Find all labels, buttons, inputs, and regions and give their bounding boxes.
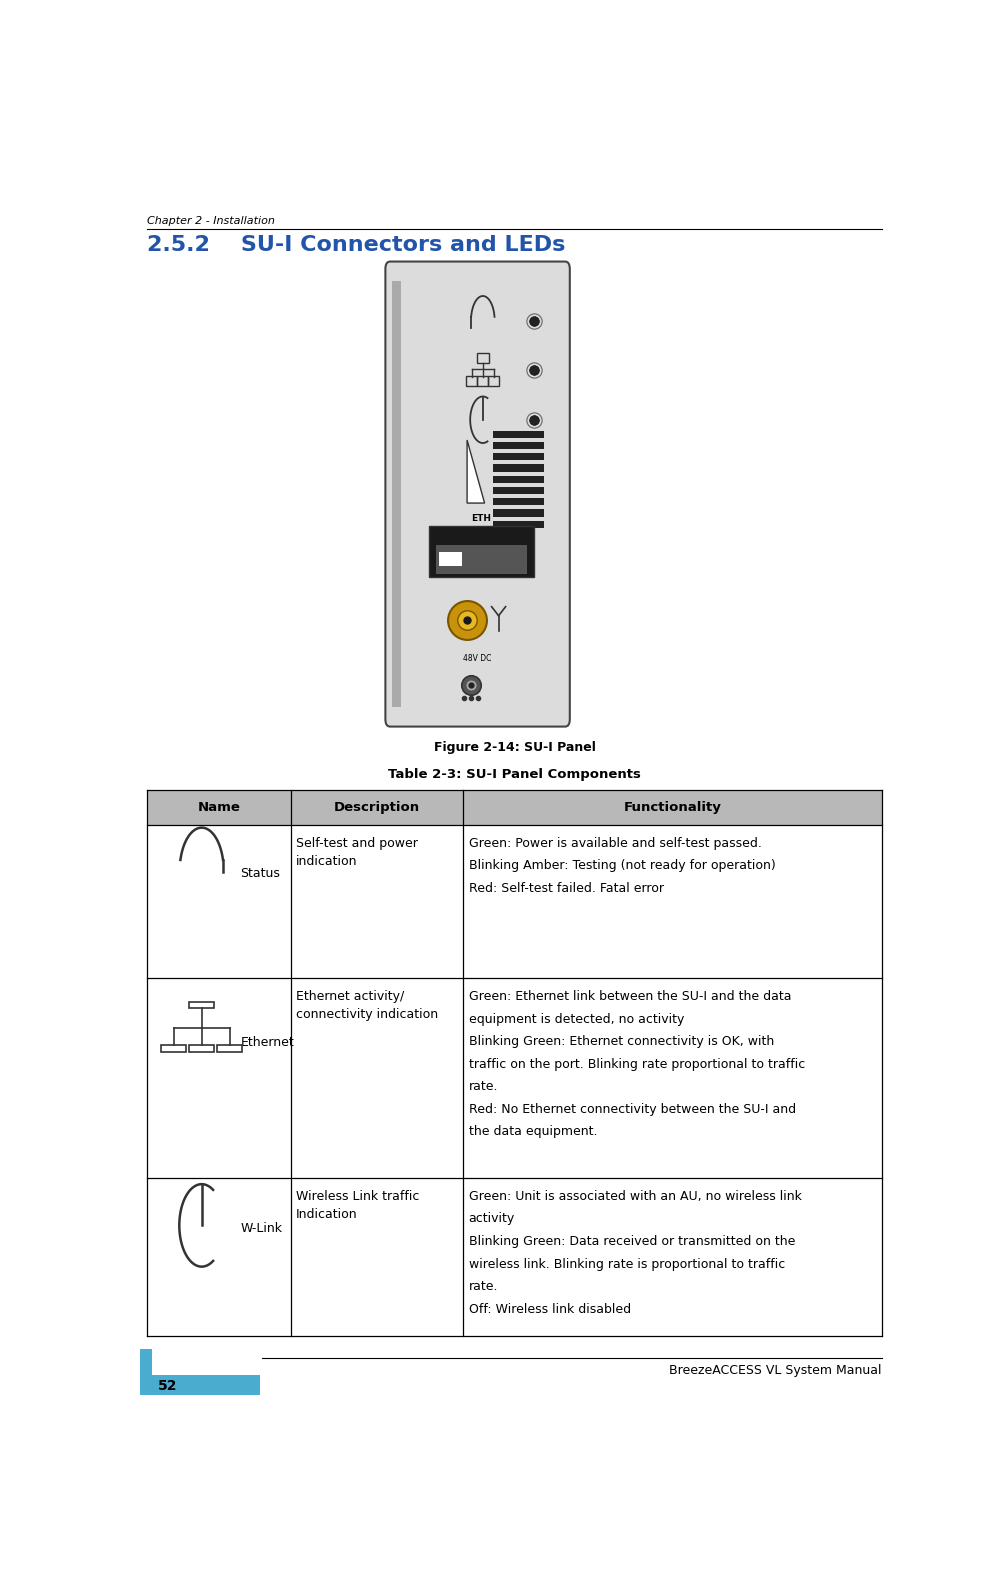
Bar: [438, 552, 461, 566]
Bar: [189, 1045, 214, 1051]
Bar: [147, 825, 881, 979]
Text: W-Link: W-Link: [240, 1222, 282, 1235]
Text: 48V DC: 48V DC: [463, 655, 491, 662]
Text: Green: Power is available and self-test passed.: Green: Power is available and self-test …: [468, 836, 760, 849]
Bar: [147, 790, 881, 825]
Bar: [492, 476, 544, 482]
Bar: [476, 353, 488, 364]
Bar: [492, 520, 544, 528]
Bar: [147, 1178, 881, 1336]
Text: Name: Name: [198, 800, 240, 814]
Bar: [428, 525, 533, 577]
Text: ETH: ETH: [470, 514, 490, 523]
Text: 2.5.2    SU-I Connectors and LEDs: 2.5.2 SU-I Connectors and LEDs: [147, 234, 565, 255]
Text: Blinking Amber: Testing (not ready for operation): Blinking Amber: Testing (not ready for o…: [468, 860, 774, 873]
Bar: [435, 545, 527, 574]
Text: 52: 52: [158, 1379, 178, 1393]
Bar: [139, 1375, 260, 1394]
Text: Green: Ethernet link between the SU-I and the data: Green: Ethernet link between the SU-I an…: [468, 990, 790, 1004]
Bar: [147, 979, 881, 1178]
Text: wireless link. Blinking rate is proportional to traffic: wireless link. Blinking rate is proporti…: [468, 1257, 784, 1271]
Bar: [492, 487, 544, 493]
Text: Status: Status: [240, 868, 280, 881]
Text: Description: Description: [333, 800, 419, 814]
Bar: [492, 454, 544, 460]
Text: Red: No Ethernet connectivity between the SU-I and: Red: No Ethernet connectivity between th…: [468, 1104, 795, 1116]
Bar: [492, 441, 544, 449]
Bar: [492, 498, 544, 506]
Text: Ethernet: Ethernet: [240, 1036, 294, 1048]
Text: Functionality: Functionality: [623, 800, 721, 814]
Text: Off: Wireless link disabled: Off: Wireless link disabled: [468, 1303, 630, 1315]
Bar: [492, 465, 544, 471]
Polygon shape: [466, 440, 484, 503]
Text: the data equipment.: the data equipment.: [468, 1126, 597, 1138]
Text: equipment is detected, no activity: equipment is detected, no activity: [468, 1013, 683, 1026]
Bar: [492, 509, 544, 517]
Bar: [217, 1045, 242, 1051]
Bar: [465, 376, 476, 386]
FancyBboxPatch shape: [385, 261, 570, 727]
Bar: [487, 376, 498, 386]
Text: Chapter 2 - Installation: Chapter 2 - Installation: [147, 217, 275, 226]
Text: Ethernet activity/
connectivity indication: Ethernet activity/ connectivity indicati…: [296, 990, 437, 1021]
Text: Self-test and power
indication: Self-test and power indication: [296, 836, 417, 868]
Bar: [160, 1045, 187, 1051]
Text: traffic on the port. Blinking rate proportional to traffic: traffic on the port. Blinking rate propo…: [468, 1058, 804, 1070]
Text: activity: activity: [468, 1213, 515, 1225]
Text: Green: Unit is associated with an AU, no wireless link: Green: Unit is associated with an AU, no…: [468, 1190, 800, 1203]
Bar: [492, 430, 544, 438]
Text: rate.: rate.: [468, 1281, 497, 1293]
Text: Wireless Link traffic
Indication: Wireless Link traffic Indication: [296, 1190, 419, 1221]
Text: Blinking Green: Data received or transmitted on the: Blinking Green: Data received or transmi…: [468, 1235, 794, 1247]
Text: rate.: rate.: [468, 1080, 497, 1094]
Bar: [476, 376, 487, 386]
Text: Figure 2-14: SU-I Panel: Figure 2-14: SU-I Panel: [433, 741, 595, 754]
Bar: [189, 1002, 214, 1009]
Text: Blinking Green: Ethernet connectivity is OK, with: Blinking Green: Ethernet connectivity is…: [468, 1036, 773, 1048]
Bar: [139, 1349, 151, 1394]
Bar: [391, 281, 400, 707]
Text: Red: Self-test failed. Fatal error: Red: Self-test failed. Fatal error: [468, 882, 663, 895]
Text: Table 2-3: SU-I Panel Components: Table 2-3: SU-I Panel Components: [388, 768, 640, 781]
Text: BreezeACCESS VL System Manual: BreezeACCESS VL System Manual: [669, 1364, 881, 1377]
